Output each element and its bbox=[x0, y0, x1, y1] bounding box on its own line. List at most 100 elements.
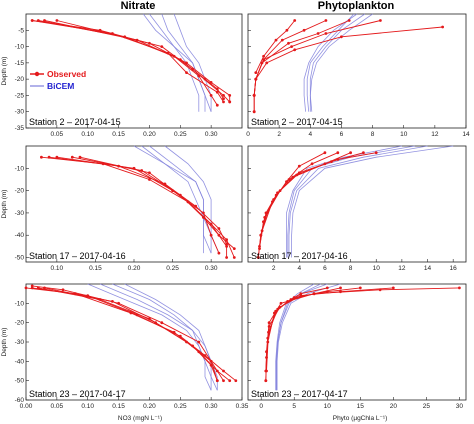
row2-phyto-observed-point-4-0 bbox=[323, 151, 327, 155]
column-title-nitrate: Nitrate bbox=[121, 0, 156, 12]
row1-phyto-observed-point-4-4 bbox=[254, 71, 258, 74]
row3-phyto-observed-point-4-2 bbox=[286, 300, 289, 303]
row1-phyto-observed-point-2-1 bbox=[316, 32, 320, 35]
row1-nitrate-frame bbox=[25, 13, 243, 129]
row2-phyto-xtick-label-6: 14 bbox=[424, 265, 432, 272]
row2-nitrate-observed-point-4-3 bbox=[209, 222, 213, 226]
row3-phyto-frame bbox=[247, 283, 467, 401]
row3-phyto-xtick-label-6: 30 bbox=[456, 403, 464, 410]
row3-nitrate-model-line-0 bbox=[87, 283, 212, 391]
row2-nitrate-observed-point-1-0 bbox=[47, 155, 51, 159]
row3-nitrate-xtick-label-7: 0.35 bbox=[236, 403, 249, 410]
row2-nitrate-ytick-label-3: -40 bbox=[15, 232, 25, 239]
row3-nitrate-observed-point-1-5 bbox=[222, 369, 225, 373]
row2-nitrate-observed-point-4-2 bbox=[186, 200, 190, 204]
row3-nitrate-frame bbox=[25, 283, 243, 401]
row3-phyto-xtick-label-2: 10 bbox=[324, 403, 332, 410]
column-title-phytoplankton: Phytoplankton bbox=[318, 0, 395, 12]
row1-phyto-observed-point-1-1 bbox=[324, 32, 328, 35]
row3-nitrate-model-line-3 bbox=[124, 283, 218, 391]
row3-phyto-observed-point-1-1 bbox=[339, 290, 342, 294]
row1-nitrate-ytick-label-0: -5 bbox=[18, 27, 24, 34]
row3-nitrate-observed-point-4-4 bbox=[197, 340, 201, 344]
row3-phyto-xtick-label-1: 5 bbox=[292, 403, 296, 410]
row3-phyto-observed-point-4-0 bbox=[325, 286, 329, 290]
row2-nitrate-observed-point-0-0 bbox=[40, 155, 43, 159]
row3-nitrate-observed-point-4-0 bbox=[30, 284, 34, 288]
row2-phyto-observed-point-4-1 bbox=[297, 164, 301, 168]
row3-nitrate-ytick-label-2: -30 bbox=[15, 339, 25, 346]
row3-nitrate-observed-point-1-6 bbox=[234, 379, 238, 383]
row1-nitrate-xtick-label-5: 0.30 bbox=[205, 131, 218, 138]
row1-phyto-observed-point-2-2 bbox=[287, 41, 290, 45]
row2-nitrate-ytick-label-4: -50 bbox=[15, 255, 25, 262]
row2-nitrate-xtick-label-0: 0.10 bbox=[51, 265, 64, 272]
row3-nitrate-observed-point-0-6 bbox=[228, 379, 232, 383]
row1-phyto-observed-point-1-2 bbox=[290, 45, 293, 48]
row2-phyto-xtick-label-1: 4 bbox=[297, 265, 301, 272]
row1-nitrate-observed-point-4-0 bbox=[55, 19, 59, 22]
row1-phyto-xtick-label-2: 4 bbox=[308, 131, 312, 138]
row2-nitrate-xtick-label-4: 0.30 bbox=[205, 265, 218, 272]
row1-phyto-observed-point-0-2 bbox=[293, 48, 297, 52]
row2-phyto-observed-point-3-0 bbox=[336, 151, 340, 155]
row3-nitrate-ytick-label-0: -10 bbox=[15, 300, 25, 307]
row3-phyto-station-label: Station 23 – 2017-04-17 bbox=[251, 389, 348, 399]
row3-phyto-observed-point-4-4 bbox=[266, 340, 270, 344]
row1-phyto-observed-point-0-1 bbox=[340, 35, 343, 39]
row2-nitrate-model-line-3 bbox=[141, 145, 204, 254]
row3-nitrate-observed-point-1-3 bbox=[178, 334, 182, 338]
row3-phyto-xtick-label-5: 25 bbox=[423, 403, 431, 410]
row1-nitrate-observed-point-3-0 bbox=[43, 19, 46, 22]
row2-phyto-xtick-label-5: 12 bbox=[398, 265, 406, 272]
row1-nitrate-observed-point-2-0 bbox=[36, 19, 40, 22]
row1-nitrate-observed-point-0-4 bbox=[222, 94, 225, 97]
row2-nitrate-observed-point-4-4 bbox=[225, 245, 229, 248]
row3-phyto-observed-point-0-4 bbox=[267, 321, 271, 325]
row2-phyto-model-line-3 bbox=[286, 145, 402, 258]
row1-nitrate-ytick-label-5: -30 bbox=[15, 109, 25, 116]
row2-nitrate-observed-point-2-3 bbox=[202, 211, 205, 215]
row1-phyto-observed-point-3-1 bbox=[302, 28, 306, 32]
row1-phyto-observed-point-4-3 bbox=[262, 54, 265, 58]
row3-nitrate-xtick-label-2: 0.10 bbox=[81, 403, 94, 410]
row3-phyto-xtick-label-0: 0 bbox=[259, 403, 263, 410]
row1-phyto-observed-point-3-0 bbox=[324, 19, 328, 22]
row1-nitrate-observed-point-4-1 bbox=[148, 41, 151, 45]
row2-nitrate-observed-point-4-0 bbox=[78, 155, 82, 159]
row2-nitrate-observed-point-0-2 bbox=[148, 178, 151, 181]
row1-phyto-observed-point-4-1 bbox=[285, 28, 289, 32]
row1-nitrate-observed-point-4-2 bbox=[185, 61, 188, 65]
legend-observed-label: Observed bbox=[47, 69, 86, 79]
row3-nitrate-ytick-label-3: -40 bbox=[15, 358, 25, 365]
row1-nitrate-xtick-label-2: 0.15 bbox=[112, 131, 125, 138]
row3-nitrate-observed-point-4-1 bbox=[61, 288, 65, 292]
row2-phyto-observed-point-4-2 bbox=[285, 180, 288, 184]
row1-phyto-observed-point-0-3 bbox=[265, 61, 269, 65]
row3-phyto-observed-point-4-1 bbox=[299, 292, 303, 296]
row1-nitrate-observed-point-1-3 bbox=[185, 71, 188, 74]
row3-phyto-observed-point-4-3 bbox=[273, 311, 276, 315]
row2-phyto-station-label: Station 17 – 2017-04-16 bbox=[251, 251, 348, 261]
row3-nitrate-ylabel: Depth (m) bbox=[1, 328, 8, 357]
row3-nitrate-model-line-1 bbox=[99, 283, 218, 391]
row3-phyto-observed-point-3-1 bbox=[312, 292, 316, 296]
row3-nitrate-xtick-label-4: 0.20 bbox=[143, 403, 156, 410]
row1-phyto-observed-point-3-5 bbox=[252, 94, 256, 97]
row1-phyto-observed-point-3-2 bbox=[280, 38, 284, 42]
row3-nitrate-observed-point-3-2 bbox=[154, 321, 158, 325]
row3-nitrate-observed-point-0-0 bbox=[24, 286, 28, 290]
row1-nitrate-xtick-label-3: 0.20 bbox=[143, 131, 156, 138]
row1-phyto-xtick-label-6: 12 bbox=[431, 131, 439, 138]
row3-nitrate-observed-point-4-3 bbox=[160, 321, 164, 325]
row1-phyto-observed-point-4-0 bbox=[293, 19, 297, 22]
row2-nitrate-observed-point-1-4 bbox=[217, 227, 221, 230]
row3-phyto-observed-point-3-5 bbox=[264, 369, 268, 373]
row1-nitrate-ytick-label-2: -15 bbox=[15, 60, 25, 67]
row3-nitrate-ytick-label-4: -50 bbox=[15, 378, 25, 385]
xlabel-phyto: Phyto (µgChla L⁻¹) bbox=[333, 415, 388, 422]
row1-nitrate-observed-point-1-4 bbox=[215, 90, 219, 94]
row3-phyto-observed-point-0-3 bbox=[279, 301, 283, 305]
row2-phyto-xtick-label-0: 2 bbox=[272, 265, 276, 272]
